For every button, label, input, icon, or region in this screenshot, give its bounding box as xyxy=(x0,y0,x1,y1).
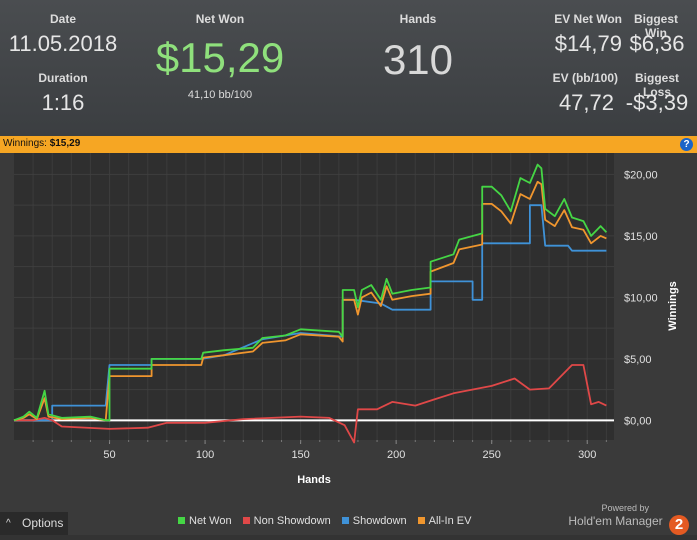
ev-net-won-label: EV Net Won xyxy=(554,12,622,26)
legend-non-showdown-label: Non Showdown xyxy=(253,515,331,527)
powered-by-text: Powered by xyxy=(601,503,649,513)
x-tick-label: 100 xyxy=(196,449,214,461)
session-header: Date 11.05.2018 Duration 1:16 Net Won $1… xyxy=(0,0,697,136)
bb-per-100-value: 41,10 bb/100 xyxy=(187,89,253,101)
legend-showdown[interactable]: Showdown xyxy=(341,515,407,527)
duration-value: 1:16 xyxy=(41,90,85,115)
y-tick-label: $10,00 xyxy=(624,292,658,304)
brand-name: Hold'em Manager xyxy=(568,514,663,528)
help-icon[interactable]: ? xyxy=(680,138,693,151)
legend-non-showdown-swatch xyxy=(242,517,250,524)
biggest-loss-value: -$3,39 xyxy=(625,90,689,115)
chart-legend: Net Won Non Showdown Showdown All-In EV xyxy=(178,515,479,527)
series-line-net-won xyxy=(13,163,608,422)
options-label: Options xyxy=(22,516,64,530)
legend-showdown-label: Showdown xyxy=(352,515,407,527)
chevron-up-icon: ^ xyxy=(6,518,11,529)
y-tick-label: $20,00 xyxy=(624,169,658,181)
hands-label: Hands xyxy=(399,12,437,26)
biggest-win-label: Biggest Win xyxy=(633,12,678,40)
x-tick-label: 300 xyxy=(578,449,596,461)
options-button[interactable]: ^ Options xyxy=(0,512,68,535)
legend-all-in-ev-swatch xyxy=(417,517,425,524)
x-axis-label: Hands xyxy=(297,474,331,486)
winnings-chart-area: $0,00 $5,00 $10,00 $15,00 $20,00 50 100 150 200 2… xyxy=(0,143,697,535)
date-value: 11.05.2018 xyxy=(8,31,118,56)
y-tick-label: $15,00 xyxy=(624,231,658,243)
hands-value: 310 xyxy=(382,36,454,83)
winnings-summary-label: Winnings: xyxy=(3,138,47,149)
legend-net-won-swatch xyxy=(178,517,185,524)
y-tick-label: $0,00 xyxy=(624,415,652,427)
legend-all-in-ev-label: All-In EV xyxy=(428,515,472,527)
net-won-label: Net Won xyxy=(195,12,245,26)
winnings-summary: Winnings: $15,29 xyxy=(3,138,80,149)
biggest-loss-label: Biggest Loss xyxy=(634,71,679,99)
series-line-all-in-ev xyxy=(13,180,607,422)
y-tick-label: $5,00 xyxy=(624,354,652,366)
hm2-logo-icon: 2 xyxy=(669,515,689,535)
ev-bb-label: EV (bb/100) xyxy=(552,71,618,85)
brand-row: Hold'em Manager 2 xyxy=(568,514,689,535)
x-tick-label: 150 xyxy=(291,449,309,461)
legend-net-won[interactable]: Net Won xyxy=(178,515,232,527)
x-tick-label: 200 xyxy=(387,449,405,461)
ev-net-won-value: $14,79 xyxy=(554,31,622,56)
biggest-win-value: $6,36 xyxy=(629,31,685,56)
winnings-bar: Winnings: $15,29 ? xyxy=(0,136,697,153)
legend-all-in-ev[interactable]: All-In EV xyxy=(417,515,472,527)
ev-bb-value: 47,72 xyxy=(558,90,614,115)
date-label: Date xyxy=(49,12,76,26)
net-won-value: $15,29 xyxy=(155,34,285,81)
winnings-summary-value: $15,29 xyxy=(49,138,81,149)
legend-showdown-swatch xyxy=(341,517,349,524)
y-axis-label: Winnings xyxy=(667,281,679,330)
winnings-chart: $0,00 $5,00 $10,00 $15,00 $20,00 50 100 150 200 2… xyxy=(13,143,679,486)
x-tick-label: 50 xyxy=(103,449,115,461)
duration-label: Duration xyxy=(38,71,88,85)
series-line-non-showdown xyxy=(14,364,607,444)
legend-non-showdown[interactable]: Non Showdown xyxy=(242,515,331,527)
legend-net-won-label: Net Won xyxy=(189,515,232,527)
brand-block: Powered by Hold'em Manager 2 xyxy=(568,503,689,535)
x-tick-label: 250 xyxy=(483,449,501,461)
